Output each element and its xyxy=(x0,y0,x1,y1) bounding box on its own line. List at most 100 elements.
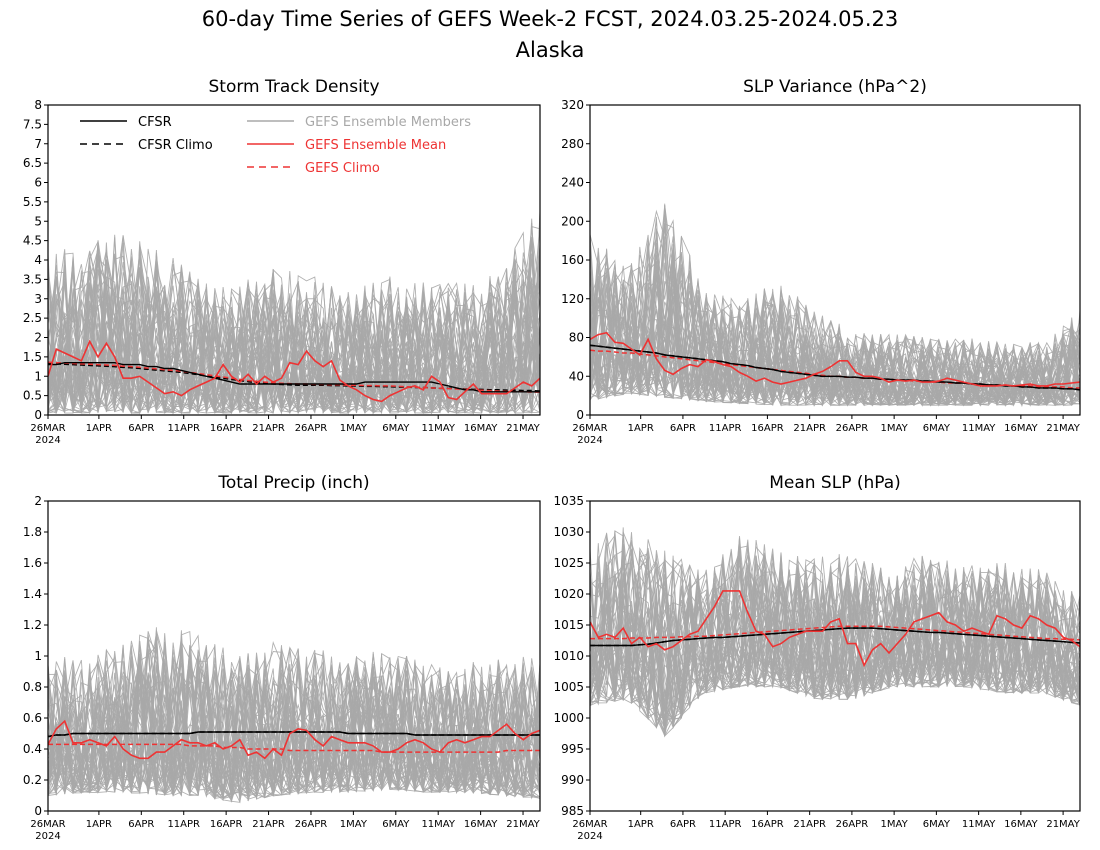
ensemble-member-line xyxy=(48,648,540,799)
y-tick-label: 1.8 xyxy=(23,525,42,539)
y-tick-label: 320 xyxy=(561,98,584,112)
x-tick-label: 16APR xyxy=(210,819,243,830)
y-tick-label: 1015 xyxy=(553,618,584,632)
y-tick-label: 200 xyxy=(561,214,584,228)
x-tick-label: 16MAY xyxy=(464,423,498,434)
ensemble-member-line xyxy=(590,552,1080,729)
y-tick-label: 1.2 xyxy=(23,618,42,632)
x-year-label: 2024 xyxy=(577,435,602,446)
x-tick-label: 6MAY xyxy=(923,819,951,830)
x-tick-label: 26APR xyxy=(295,423,328,434)
legend-cfsr-label: CFSR xyxy=(138,115,172,130)
figure-title-line1: 60-day Time Series of GEFS Week-2 FCST, … xyxy=(202,7,899,31)
x-tick-label: 26APR xyxy=(836,423,869,434)
x-tick-label: 1MAY xyxy=(340,819,368,830)
ensemble-member-line xyxy=(48,262,540,415)
y-tick-label: 990 xyxy=(561,773,584,787)
y-tick-label: 240 xyxy=(561,176,584,190)
x-tick-label: 21APR xyxy=(793,819,826,830)
plot-frame xyxy=(589,500,1081,812)
y-tick-label: 2.5 xyxy=(23,311,42,325)
x-tick-label: 16MAY xyxy=(464,819,498,830)
y-tick-label: 1010 xyxy=(553,649,584,663)
x-tick-label: 26APR xyxy=(295,819,328,830)
y-tick-label: 0.4 xyxy=(23,742,42,756)
ensemble-members xyxy=(590,527,1080,738)
x-tick-label: 21MAY xyxy=(1046,423,1080,434)
series-line-cfsr xyxy=(48,362,540,393)
x-tick-label: 6MAY xyxy=(923,423,951,434)
y-tick-label: 1000 xyxy=(553,711,584,725)
ensemble-member-line xyxy=(48,641,540,799)
x-year-label: 2024 xyxy=(577,831,602,842)
y-tick-label: 0 xyxy=(34,408,42,422)
x-tick-label: 11MAY xyxy=(421,423,455,434)
ensemble-member-line xyxy=(590,567,1080,706)
x-year-label: 2024 xyxy=(35,435,60,446)
x-tick-label: 26APR xyxy=(836,819,869,830)
series-line-cfsr xyxy=(590,627,1080,647)
y-tick-label: 3.5 xyxy=(23,272,42,286)
legend-members-label: GEFS Ensemble Members xyxy=(305,115,471,130)
chart-panel-2: SLP Variance (hPa^2) 0 40 80 120 160 200 240 280… xyxy=(561,77,1081,446)
y-tick-label: 80 xyxy=(569,331,584,345)
series-line-gefs-climo xyxy=(590,625,1080,641)
x-tick-label: 11MAY xyxy=(962,423,996,434)
y-tick-label: 1.6 xyxy=(23,556,42,570)
y-tick-label: 2 xyxy=(34,494,42,508)
ensemble-member-line xyxy=(590,247,1080,407)
x-tick-label: 11APR xyxy=(167,819,200,830)
y-tick-label: 7 xyxy=(34,137,42,151)
x-tick-label: 21APR xyxy=(793,423,826,434)
x-tick-label: 26MAR xyxy=(30,819,65,830)
y-tick-label: 120 xyxy=(561,292,584,306)
y-tick-label: 1.5 xyxy=(23,350,42,364)
x-tick-label: 1MAY xyxy=(881,819,909,830)
x-tick-label: 26MAR xyxy=(572,819,607,830)
x-tick-label: 16MAY xyxy=(1004,819,1038,830)
y-tick-label: 0.6 xyxy=(23,711,42,725)
y-tick-label: 0.5 xyxy=(23,389,42,403)
y-tick-label: 4.5 xyxy=(23,234,42,248)
x-tick-label: 11APR xyxy=(709,819,742,830)
series-line-mean xyxy=(590,590,1080,668)
panels: Storm Track Density 0 0.5 1 1.5 2 2.5 3 3.5 4 4.5 5… xyxy=(23,77,1081,842)
x-tick-label: 16APR xyxy=(751,423,784,434)
x-tick-label: 21MAY xyxy=(1046,819,1080,830)
ensemble-member-line xyxy=(590,556,1080,733)
x-tick-label: 6APR xyxy=(128,819,154,830)
legend-mean-label: GEFS Ensemble Mean xyxy=(305,138,446,153)
x-tick-label: 6APR xyxy=(670,423,696,434)
y-tick-label: 5 xyxy=(34,214,42,228)
ensemble-member-line xyxy=(590,247,1080,406)
ensemble-member-line xyxy=(590,252,1080,407)
ensemble-member-line xyxy=(48,267,540,415)
x-tick-label: 26MAR xyxy=(30,423,65,434)
x-tick-label: 21MAY xyxy=(506,423,540,434)
plot-frame xyxy=(589,104,1081,416)
ensemble-member-line xyxy=(48,648,540,800)
ensemble-member-line xyxy=(590,540,1080,726)
x-tick-label: 26MAR xyxy=(572,423,607,434)
y-tick-label: 280 xyxy=(561,137,584,151)
panel-title: Storm Track Density xyxy=(208,77,379,97)
ensemble-members xyxy=(590,203,1080,408)
x-tick-label: 6APR xyxy=(670,819,696,830)
x-tick-label: 21MAY xyxy=(506,819,540,830)
series-line-mean xyxy=(48,339,540,403)
x-tick-label: 16APR xyxy=(751,819,784,830)
x-tick-label: 1APR xyxy=(86,819,112,830)
x-tick-label: 6APR xyxy=(128,423,154,434)
x-tick-label: 6MAY xyxy=(382,423,410,434)
chart-panel-4: Mean SLP (hPa) 985 990 995 1000 1005 1010 1015 1… xyxy=(553,473,1080,842)
y-tick-label: 1 xyxy=(34,649,42,663)
x-tick-label: 21APR xyxy=(252,819,285,830)
panel-title: Total Precip (inch) xyxy=(217,473,369,493)
series-line-mean xyxy=(590,331,1080,387)
ensemble-members xyxy=(48,210,540,415)
ensemble-member-line xyxy=(590,533,1080,730)
ensemble-member-line xyxy=(590,548,1080,731)
y-tick-label: 1025 xyxy=(553,556,584,570)
x-tick-label: 11MAY xyxy=(962,819,996,830)
